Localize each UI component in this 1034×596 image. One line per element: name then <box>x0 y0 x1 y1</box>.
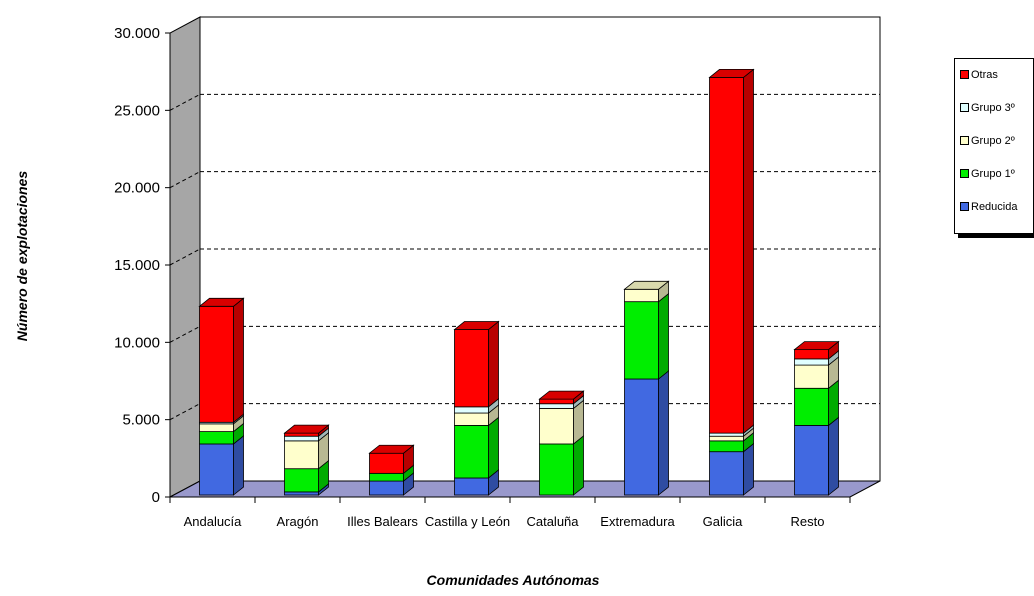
bar-0-4-side <box>233 297 244 424</box>
gridline-side <box>169 93 201 111</box>
bar-6-1-front <box>709 440 744 453</box>
x-tick-label: Resto <box>791 514 825 529</box>
legend-item: Grupo 3º <box>960 101 1015 115</box>
gridline-side <box>169 403 201 421</box>
legend-label: Otras <box>971 69 998 81</box>
bar-7-3-front <box>794 358 829 366</box>
legend-swatch <box>960 201 969 211</box>
legend-item: Otras <box>960 68 998 82</box>
bar-7-2-front <box>794 364 829 389</box>
legend: Otras Grupo 3º Grupo 2º Grupo 1º Reducida <box>954 58 1034 234</box>
y-axis-title: Número de explotaciones <box>14 170 30 342</box>
bar-6-0-front <box>709 451 744 496</box>
bar-3-2-front <box>454 412 489 426</box>
y-tick-label: 15.000 <box>114 257 160 274</box>
bar-2-top <box>368 444 415 454</box>
bar-7-0-side <box>828 416 839 496</box>
bar-1-4-front <box>284 432 319 437</box>
bar-1-3-front <box>284 435 319 442</box>
bar-5-1-side <box>658 292 669 380</box>
bar-4-3-front <box>539 403 574 409</box>
bar-3-3-front <box>454 406 489 414</box>
x-tick-label: Extremadura <box>600 514 675 529</box>
y-axis-ticks: 0 5.000 10.000 15.000 20.000 25.000 30.000 <box>114 25 170 506</box>
bar-4-top <box>538 390 585 400</box>
gridline-side <box>169 325 201 343</box>
bar-3-1-front <box>454 424 489 479</box>
y-tick-label: 5.000 <box>122 412 160 429</box>
bar-1-top <box>283 424 330 434</box>
legend-swatch <box>960 135 969 145</box>
y-tick-label: 10.000 <box>114 334 160 351</box>
x-tick-label: Galicia <box>703 514 744 529</box>
x-tick-label: Cataluña <box>526 514 579 529</box>
bar-0-4-front <box>199 305 234 423</box>
bar-7-4-front <box>794 349 829 360</box>
legend-swatch <box>960 168 969 178</box>
bar-0-top <box>198 297 245 307</box>
bar-1-1-front <box>284 468 319 493</box>
bar-0-2-front <box>199 423 234 432</box>
bar-3-4-side <box>488 320 499 408</box>
bar-4-4-front <box>539 398 574 405</box>
legend-label: Grupo 3º <box>971 102 1015 114</box>
bar-5-2-front <box>624 288 659 303</box>
legend-swatch <box>960 69 969 79</box>
bar-6-2-front <box>709 435 744 442</box>
bar-0-0-side <box>233 435 244 496</box>
x-axis-ticks: Andalucía Aragón Illes Balears Castilla y L… <box>169 496 851 529</box>
legend-item: Reducida <box>960 200 1017 214</box>
floor <box>169 480 881 498</box>
bar-3-1-side <box>488 416 499 479</box>
legend-item: Grupo 2º <box>960 134 1015 148</box>
bars-group <box>198 68 840 496</box>
bar-3-0-front <box>454 477 489 496</box>
y-tick-label: 30.000 <box>114 25 160 42</box>
x-axis-title: Comunidades Autónomas <box>426 572 600 588</box>
gridline-side <box>169 248 201 266</box>
chart-walls <box>169 16 881 498</box>
gridline-side <box>169 171 201 189</box>
bar-5-1-front <box>624 301 659 380</box>
bar-4-2-front <box>539 407 574 445</box>
x-tick-label: Illes Balears <box>347 514 418 529</box>
bar-4-1-side <box>573 435 584 496</box>
y-tick-label: 25.000 <box>114 102 160 119</box>
bar-5-0-side <box>658 370 669 496</box>
y-tick-label: 20.000 <box>114 180 160 197</box>
bar-3-top <box>453 321 500 330</box>
grid-lines <box>169 93 880 421</box>
bar-7-top <box>793 341 840 351</box>
bar-3-4-front <box>454 329 489 408</box>
bar-1-2-front <box>284 440 319 470</box>
bar-2-4-front <box>369 452 404 474</box>
bar-1-0-front <box>284 491 319 496</box>
x-tick-label: Castilla y León <box>425 514 510 529</box>
bar-5-top <box>623 280 670 290</box>
bar-4-1-front <box>539 443 574 496</box>
bar-6-0-side <box>743 442 754 496</box>
bar-7-0-front <box>794 424 829 496</box>
bar-5-0-front <box>624 378 659 496</box>
legend-label: Grupo 2º <box>971 135 1015 147</box>
bar-6-4-front <box>709 77 744 434</box>
bar-2-1-front <box>369 472 404 482</box>
legend-label: Grupo 1º <box>971 168 1015 180</box>
x-tick-label: Andalucía <box>184 514 243 529</box>
bar-2-0-front <box>369 480 404 496</box>
bar-6-top <box>708 69 755 78</box>
legend-label: Reducida <box>971 201 1018 213</box>
legend-item: Grupo 1º <box>960 167 1015 181</box>
bar-0-0-front <box>199 443 234 496</box>
legend-swatch <box>960 102 969 112</box>
bar-6-3-front <box>709 432 744 437</box>
bar-6-4-side <box>743 68 754 434</box>
bar-0-1-front <box>199 431 234 445</box>
y-tick-label: 0 <box>152 489 160 506</box>
bar-7-1-front <box>794 387 829 426</box>
x-tick-label: Aragón <box>277 514 319 529</box>
